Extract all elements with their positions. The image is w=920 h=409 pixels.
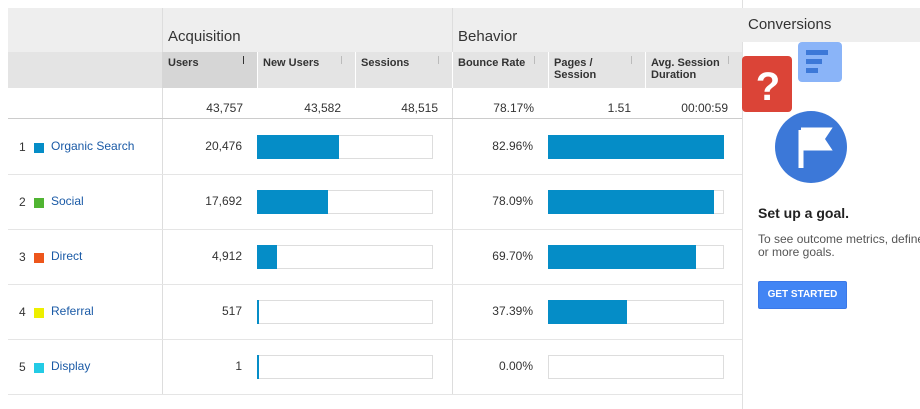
svg-text:?: ?: [756, 65, 780, 109]
column-header-cell: [355, 52, 452, 88]
bounce-bar: [548, 300, 628, 324]
rank: 4: [19, 305, 26, 319]
users-bar-track: [257, 300, 433, 324]
column-header: [8, 52, 742, 88]
row: [8, 175, 742, 230]
bounce-value: 0.00%: [498, 359, 533, 373]
divider: [452, 8, 453, 394]
row: [8, 120, 742, 175]
column-header-cell: [452, 52, 548, 88]
users-value: 4,912: [211, 249, 242, 263]
channel-link[interactable]: Direct: [51, 249, 83, 263]
bounce-value: 37.39%: [492, 304, 533, 318]
panel-text-body: To see outcome metrics, define one or mo…: [758, 233, 920, 259]
sort-arrow: [243, 56, 249, 64]
total-value: 48,515: [401, 101, 438, 115]
column-header-cell: [257, 52, 355, 88]
row: [8, 340, 742, 395]
users-bar-track: [257, 245, 433, 269]
users-bar: [257, 190, 329, 214]
panel-heading: Set up a goal.: [758, 205, 850, 221]
column-header-cell: [162, 52, 257, 88]
total-value: 78.17%: [493, 101, 534, 115]
users-value: 1: [235, 359, 242, 373]
group-title: Acquisition: [168, 28, 241, 45]
bounce-bar: [548, 190, 714, 214]
bounce-value: 69.70%: [492, 249, 533, 263]
group-header: [8, 8, 742, 52]
column-header-label: Pages / Session: [554, 57, 597, 81]
total-value: 1.51: [607, 101, 631, 115]
group-title: Behavior: [458, 28, 518, 45]
sort-arrow: [341, 56, 347, 64]
users-value: 17,692: [205, 194, 242, 208]
row: [8, 230, 742, 285]
column-header-label: Bounce Rate: [458, 57, 526, 69]
channel-link[interactable]: Organic Search: [51, 139, 135, 153]
sort-arrow: [728, 56, 734, 64]
rank: 3: [19, 250, 26, 264]
panel-header: [742, 8, 920, 42]
users-bar: [257, 245, 277, 269]
bounce-value: 82.96%: [492, 139, 533, 153]
bounce-bar: [548, 135, 724, 159]
sort-arrow: [534, 56, 540, 64]
users-value: 517: [221, 304, 242, 318]
sort-arrow: [438, 56, 444, 64]
totals-row: [8, 88, 742, 119]
panel-title: Conversions: [748, 16, 832, 33]
bounce-bar-track: [548, 355, 724, 379]
column-header-cell: [645, 52, 742, 88]
column-header-label: Users: [168, 57, 199, 69]
channel-link[interactable]: Referral: [51, 304, 94, 318]
sort-arrow: [631, 56, 637, 64]
get-started-button[interactable]: GET STARTED: [758, 281, 847, 309]
channel-swatch: [34, 308, 44, 318]
rank: 5: [19, 360, 26, 374]
channel-swatch: [34, 143, 44, 153]
channel-swatch: [34, 363, 44, 373]
users-bar: [257, 135, 340, 159]
column-header-label: New Users: [263, 57, 320, 69]
column-header-label: Avg. Session Duration: [651, 57, 720, 81]
column-header-cell: [548, 52, 645, 88]
bounce-value: 78.09%: [492, 194, 533, 208]
channel-link[interactable]: Display: [51, 359, 91, 373]
rank: 2: [19, 195, 26, 209]
channel-link[interactable]: Social: [51, 194, 84, 208]
channel-swatch: [34, 253, 44, 263]
panel-text: To see outcome metrics, define one or mo…: [758, 233, 920, 259]
total-value: 43,757: [206, 101, 243, 115]
bounce-bar: [548, 245, 696, 269]
rank: 1: [19, 140, 26, 154]
total-value: 43,582: [304, 101, 341, 115]
goal-icon: ?: [742, 42, 847, 183]
users-bar-track: [257, 355, 433, 379]
total-value: 00:00:59: [681, 101, 728, 115]
row: [8, 285, 742, 340]
column-header-label: Sessions: [361, 57, 410, 69]
users-value: 20,476: [205, 139, 242, 153]
users-bar: [257, 300, 260, 324]
divider: [162, 8, 163, 394]
users-bar: [257, 355, 259, 379]
channel-swatch: [34, 198, 44, 208]
